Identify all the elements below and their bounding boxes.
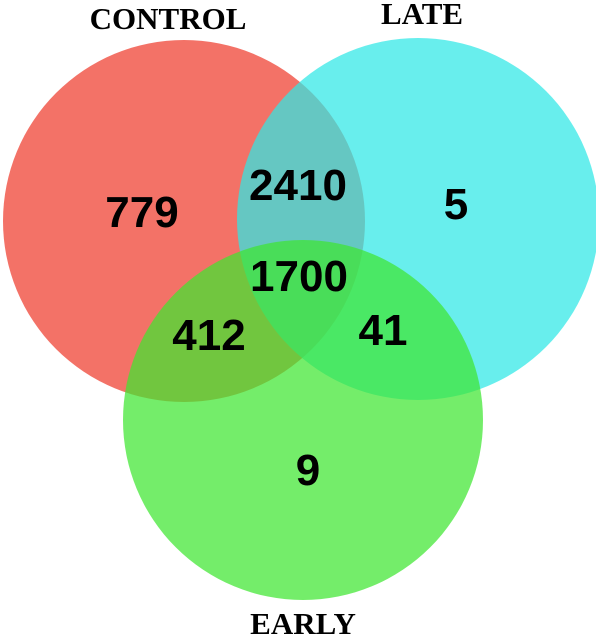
early-only-count: 9 [296, 446, 320, 495]
all-three-count: 1700 [250, 252, 348, 301]
late-label: LATE [381, 0, 463, 31]
control-only-count: 779 [105, 188, 178, 237]
late-early-count: 41 [359, 306, 408, 355]
control-late-count: 2410 [249, 161, 347, 210]
control-label: CONTROL [90, 1, 247, 36]
early-label: EARLY [250, 606, 356, 638]
control-early-count: 412 [172, 311, 245, 360]
late-only-count: 5 [444, 180, 468, 229]
early-circle [123, 240, 483, 600]
